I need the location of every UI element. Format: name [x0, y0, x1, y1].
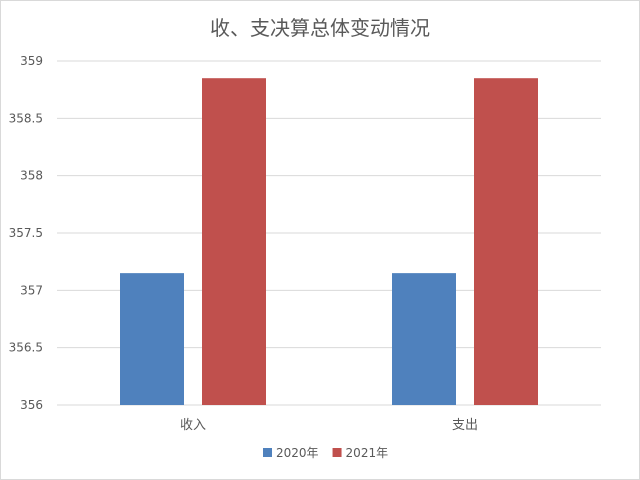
legend-label: 2021年	[346, 446, 389, 460]
bar-2021年-收入	[202, 78, 266, 405]
y-axis-ticks: 356 356.5 357 357.5 358 358.5 359	[9, 54, 43, 412]
legend-label: 2020年	[276, 446, 319, 460]
chart-title: 收、支决算总体变动情况	[210, 16, 430, 40]
y-tick-label: 359	[20, 54, 43, 68]
x-tick-label: 支出	[452, 418, 478, 433]
legend-swatch	[263, 448, 272, 457]
y-tick-label: 358.5	[9, 111, 43, 125]
y-tick-label: 358	[20, 169, 43, 183]
bar-2021年-支出	[474, 78, 538, 405]
y-tick-label: 357	[20, 283, 43, 297]
x-tick-label: 收入	[180, 418, 206, 433]
bar-2020年-收入	[120, 273, 184, 405]
x-axis-ticks: 收入 支出	[180, 418, 478, 433]
y-tick-label: 356	[20, 398, 43, 412]
legend: 2020年 2021年	[263, 446, 388, 460]
bar-2020年-支出	[392, 273, 456, 405]
y-tick-label: 357.5	[9, 226, 43, 240]
y-tick-label: 356.5	[9, 341, 43, 355]
bars	[120, 78, 538, 405]
legend-swatch	[332, 448, 342, 457]
